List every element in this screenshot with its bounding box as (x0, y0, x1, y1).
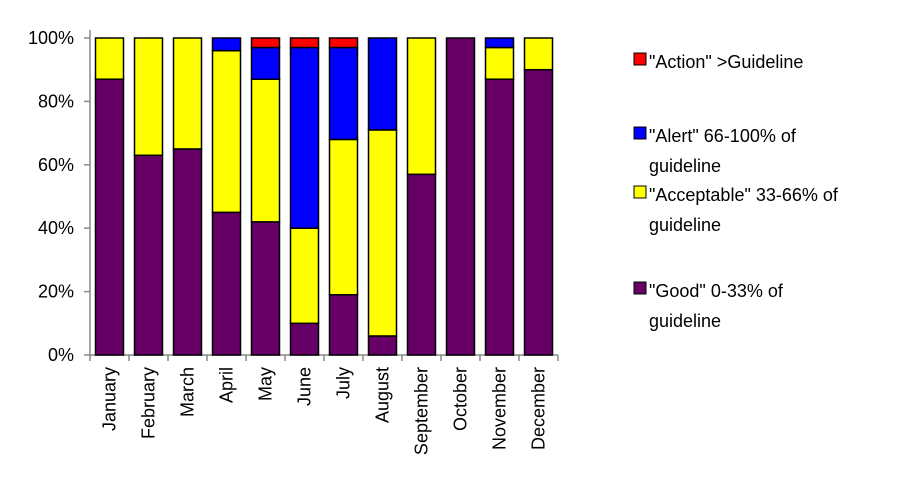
bar-segment-january (94, 78, 125, 356)
x-tick-label: March (178, 367, 198, 417)
x-tick-label: June (295, 367, 315, 406)
bar-segment-june (289, 227, 320, 325)
bar-segment-may (250, 46, 281, 80)
legend-label: guideline (649, 215, 721, 235)
x-tick-label: July (334, 367, 354, 399)
legend: "Action" >Guideline "Alert" 66-100% of gui… (633, 52, 839, 331)
y-tick-label: 40% (38, 218, 74, 238)
x-tick-label: October (451, 367, 471, 431)
x-tick-label: April (217, 367, 237, 403)
legend-label: guideline (649, 311, 721, 331)
legend-item: "Good" 0-33% of guideline (633, 281, 784, 331)
bar-segment-april (211, 37, 242, 52)
legend-label: guideline (649, 156, 721, 176)
bar-segment-august (367, 37, 398, 131)
y-tick-label: 60% (38, 155, 74, 175)
bar-segment-august (367, 129, 398, 337)
x-tick-label: November (490, 367, 510, 450)
bar-segment-november (484, 78, 515, 356)
bar-segment-july (328, 37, 359, 49)
bar-segment-february (133, 37, 164, 157)
bar-segment-november (484, 37, 515, 49)
x-tick-label: May (256, 367, 276, 401)
legend-label: "Action" >Guideline (649, 52, 803, 72)
legend-item: "Action" >Guideline (633, 52, 803, 72)
legend-item: "Alert" 66-100% of guideline (633, 126, 797, 176)
bar-segment-may (250, 78, 281, 223)
legend-swatch (633, 126, 647, 140)
plot-area: 0% 20% 40% 60% 80% 100% January February March Ap… (28, 28, 559, 455)
bar-segment-may (250, 221, 281, 356)
legend-swatch (633, 281, 647, 295)
bar-segment-march (172, 148, 203, 356)
legend-swatch (633, 52, 647, 66)
legend-item: "Acceptable" 33-66% of guideline (633, 185, 839, 235)
bar-segment-april (211, 211, 242, 356)
bar-segment-august (367, 335, 398, 356)
y-tick-label: 0% (48, 345, 74, 365)
bar-segment-february (133, 154, 164, 356)
y-tick-label: 20% (38, 282, 74, 302)
bar-segment-june (289, 322, 320, 356)
x-tick-label: August (373, 367, 393, 423)
bar-segment-july (328, 46, 359, 141)
bar-segment-july (328, 294, 359, 356)
x-tick-label: December (529, 367, 549, 450)
bar-segment-october (445, 37, 476, 356)
bar-segment-march (172, 37, 203, 150)
legend-label: "Alert" 66-100% of (649, 126, 797, 146)
bar-segment-september (406, 173, 437, 356)
bar-segment-september (406, 37, 437, 176)
x-tick-label: January (100, 367, 120, 431)
y-tick-label: 100% (28, 28, 74, 48)
bar-segment-june (289, 46, 320, 229)
bar-segment-may (250, 37, 281, 49)
bar-segment-april (211, 49, 242, 214)
bar-segment-november (484, 46, 515, 80)
bar-segment-december (523, 37, 554, 71)
bar-segment-july (328, 138, 359, 296)
legend-label: "Acceptable" 33-66% of (649, 185, 839, 205)
legend-swatch (633, 185, 647, 199)
x-tick-label: September (412, 367, 432, 455)
x-tick-label: February (139, 367, 159, 439)
bar-segment-june (289, 37, 320, 49)
y-tick-label: 80% (38, 91, 74, 111)
legend-label: "Good" 0-33% of (649, 281, 784, 301)
bar-segment-december (523, 68, 554, 356)
bar-segment-january (94, 37, 125, 80)
